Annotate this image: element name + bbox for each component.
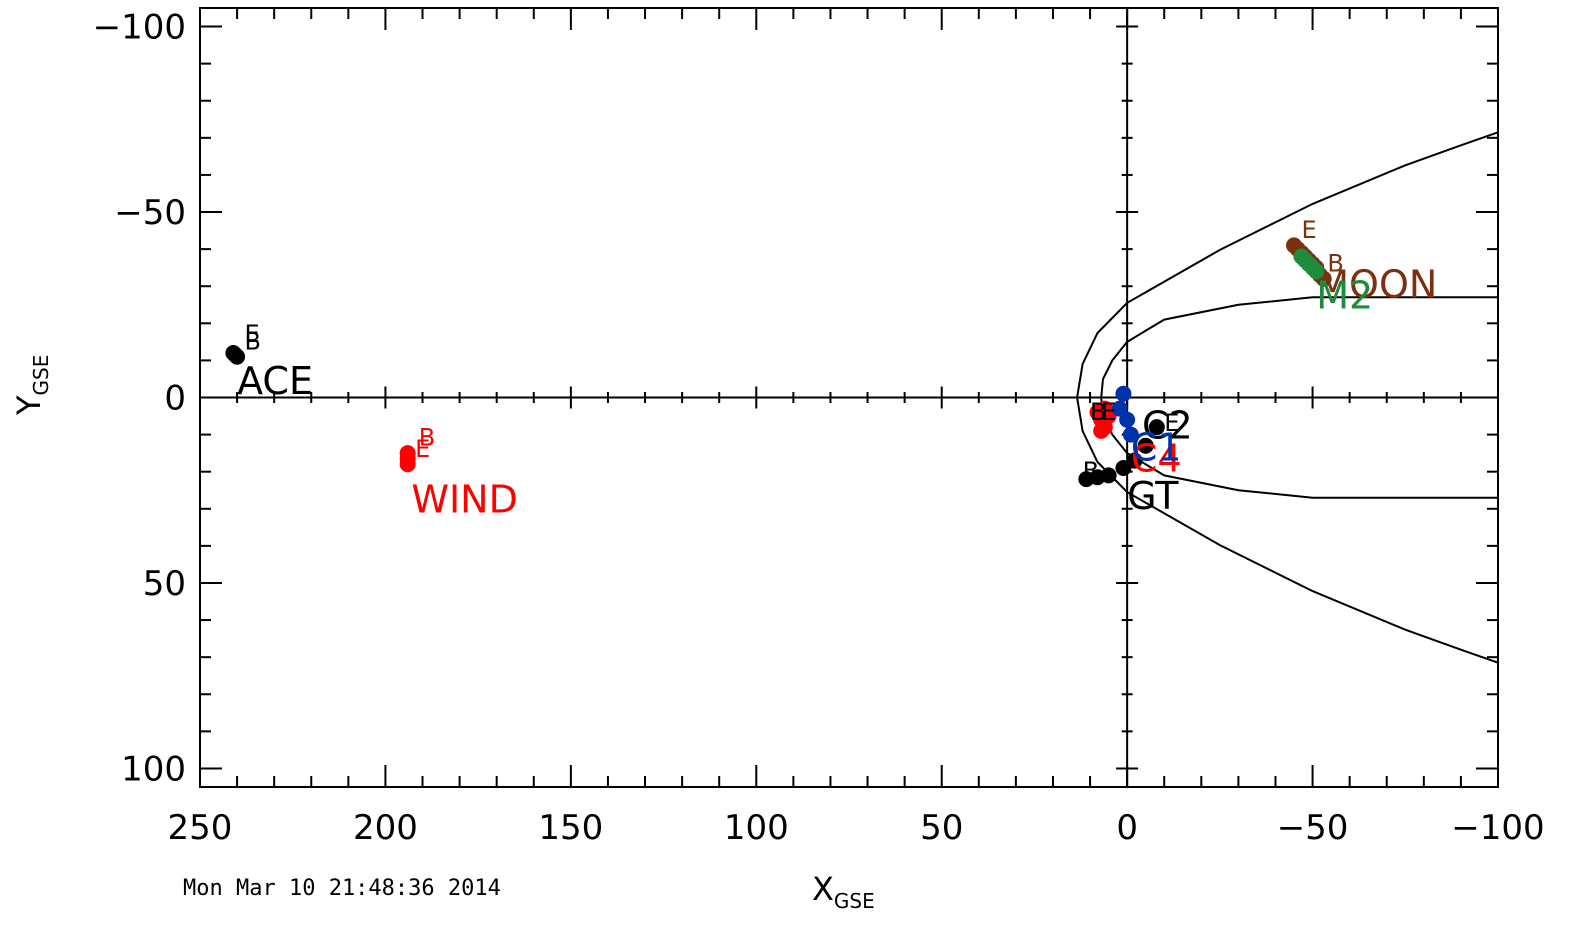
y-axis-title: YGSE — [10, 355, 53, 416]
data-point — [1308, 263, 1325, 280]
marker-letter: E — [1101, 398, 1116, 426]
data-point — [1096, 400, 1113, 417]
marker-letter: B — [419, 424, 435, 452]
x-tick-label: 0 — [1116, 808, 1138, 848]
ace-series: ACE — [225, 344, 313, 403]
series-label: GT — [1127, 474, 1179, 518]
data-point — [1115, 385, 1132, 402]
x-tick-label: 250 — [168, 808, 233, 848]
marker-letter: B — [1090, 398, 1106, 426]
series-label: M2 — [1316, 273, 1373, 317]
series-label: MOON — [1316, 262, 1437, 306]
series-label: ACE — [237, 359, 313, 403]
data-point — [229, 348, 246, 365]
y-tick-label: 0 — [164, 379, 186, 419]
y-tick-label: 100 — [121, 749, 186, 789]
marker-letter: E — [1164, 409, 1179, 437]
x-tick-label: 200 — [353, 808, 418, 848]
x-tick-label: 50 — [920, 808, 963, 848]
data-point — [1119, 411, 1136, 428]
data-point — [1093, 422, 1110, 439]
marker-letter: E — [415, 435, 430, 463]
data-point — [1100, 467, 1117, 484]
series-label: C2 — [1142, 403, 1193, 447]
data-point — [1126, 452, 1143, 469]
x-tick-label: 150 — [538, 808, 603, 848]
c1-series: C1 — [1111, 385, 1182, 470]
marker-letter: B — [245, 327, 261, 355]
y-tick-label: −100 — [93, 8, 186, 48]
wind-series: WIND — [399, 445, 518, 521]
reference-lines — [200, 8, 1498, 787]
x-tick-label: 100 — [724, 808, 789, 848]
m2-series: M2 — [1293, 248, 1373, 317]
timestamp: Mon Mar 10 21:48:36 2014 — [183, 876, 501, 901]
data-point — [1122, 426, 1139, 443]
marker-letter: E — [245, 320, 260, 348]
y-tick-label: 50 — [143, 564, 186, 604]
marker-letter: B — [1083, 457, 1099, 485]
axis-ticks: 250 200 150 100 50 0 −50 −100 −100 −50 0 50 100 — [93, 8, 1545, 848]
series-label: WIND — [411, 477, 517, 521]
series-label: C4 — [1131, 437, 1182, 481]
marker-letter: B — [1327, 249, 1343, 277]
marker-letter: E — [1301, 216, 1316, 244]
c4-series: C4 — [1089, 400, 1182, 481]
series-label: C1 — [1131, 426, 1182, 470]
x-tick-label: −50 — [1277, 808, 1349, 848]
y-tick-label: −50 — [114, 193, 186, 233]
x-tick-label: −100 — [1451, 808, 1544, 848]
data-point — [1137, 437, 1154, 454]
data-point — [399, 456, 416, 473]
gt-series: GT — [1078, 419, 1179, 518]
c2-series: C2 — [1142, 403, 1193, 447]
x-axis-title: XGSE — [812, 870, 875, 913]
data-point — [1148, 419, 1165, 436]
